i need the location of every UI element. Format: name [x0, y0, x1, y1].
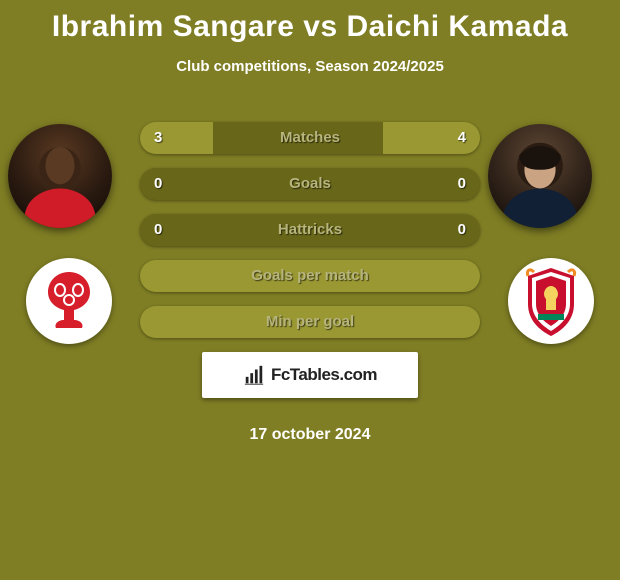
player2-avatar [488, 124, 592, 228]
source-badge: FcTables.com [202, 352, 418, 398]
snapshot-date: 17 october 2024 [0, 426, 620, 444]
stat-row-goals-per-match: Goals per match [140, 260, 480, 292]
stat-row-min-per-goal: Min per goal [140, 306, 480, 338]
liverpool-badge-icon [508, 258, 594, 344]
stat-value-right: 0 [458, 214, 466, 246]
stat-value-right: 4 [458, 122, 466, 154]
player1-avatar-svg [8, 124, 112, 228]
player1-avatar [8, 124, 112, 228]
stat-label: Hattricks [140, 214, 480, 246]
stat-value-right: 0 [458, 168, 466, 200]
season-subtitle: Club competitions, Season 2024/2025 [0, 58, 620, 75]
player2-avatar-svg [488, 124, 592, 228]
stat-label: Min per goal [140, 306, 480, 338]
stat-row-matches: 3 Matches 4 [140, 122, 480, 154]
bar-chart-icon [243, 364, 265, 386]
date-wrap: 17 october 2024 [0, 408, 620, 444]
stat-row-hattricks: 0 Hattricks 0 [140, 214, 480, 246]
stat-row-goals: 0 Goals 0 [140, 168, 480, 200]
stat-label: Goals per match [140, 260, 480, 292]
player2-club-badge [508, 258, 594, 344]
stats-panel: 3 Matches 4 0 Goals 0 0 Hattricks 0 Goal… [140, 122, 480, 352]
page-title: Ibrahim Sangare vs Daichi Kamada [0, 0, 620, 44]
player1-club-badge [26, 258, 112, 344]
stat-label: Matches [140, 122, 480, 154]
source-brand-text: FcTables.com [271, 365, 377, 385]
stat-label: Goals [140, 168, 480, 200]
nottingham-forest-badge-icon [26, 258, 112, 344]
